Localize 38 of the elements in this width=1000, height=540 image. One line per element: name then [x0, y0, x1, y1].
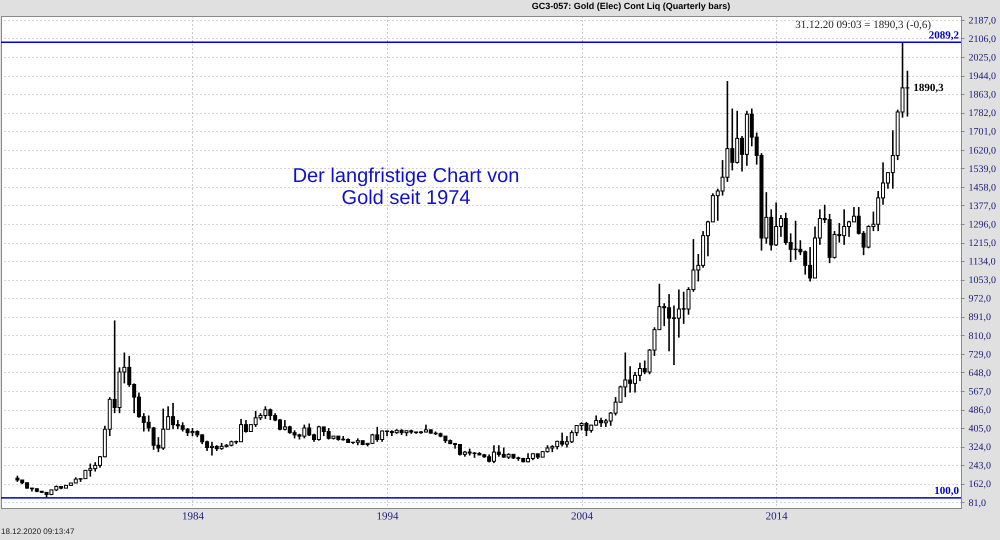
annotation: 31.12.20 09:03 = 1890,3 (-0,6) [795, 19, 932, 31]
ref-line-label: 100,0 [934, 484, 960, 497]
ref-line-label: 2089,2 [928, 29, 960, 42]
y-tick-label: 162,0 [968, 479, 991, 490]
x-tick-label: 2004 [571, 510, 594, 522]
y-tick-label: 1620,0 [968, 145, 996, 156]
y-tick-label: 810,0 [968, 330, 991, 342]
y-tick-label: 2187,0 [968, 15, 996, 26]
y-tick-label: 81,0 [968, 498, 986, 509]
y-tick-label: 1215,0 [968, 238, 996, 250]
y-tick-label: 648,0 [968, 368, 991, 379]
y-tick-label: 486,0 [968, 405, 991, 416]
y-tick-label: 2025,0 [968, 52, 996, 64]
y-tick-label: 1701,0 [968, 126, 996, 138]
y-tick-label: 1782,0 [968, 108, 996, 120]
y-tick-label: 891,0 [968, 312, 991, 324]
y-tick-label: 729,0 [968, 349, 991, 360]
chart-title: GC3-057: Gold (Elec) Cont Liq (Quarterly bars) [532, 0, 730, 11]
y-tick-label: 1053,0 [968, 275, 996, 286]
y-tick-label: 1134,0 [968, 256, 996, 268]
x-tick-label: 1994 [376, 510, 400, 522]
x-tick-label: 2014 [766, 510, 788, 522]
y-tick-label: 405,0 [968, 424, 991, 435]
x-tick-label: 1984 [182, 510, 204, 522]
y-tick-label: 243,0 [968, 460, 991, 472]
y-tick-label: 2106,0 [968, 34, 996, 45]
text: 18.12.2020 09:13:47 [1, 527, 75, 536]
y-tick-label: 1296,0 [968, 219, 996, 230]
y-tick-label: 972,0 [968, 294, 991, 305]
y-tick-label: 324,0 [968, 442, 991, 454]
y-tick-label: 567,0 [968, 386, 991, 398]
y-tick-label: 1944,0 [968, 71, 996, 82]
annotation: Der langfristige Chart von Gold seit 1974 [292, 165, 520, 209]
y-tick-label: 1458,0 [968, 182, 996, 194]
annotation: 1890,3 [913, 82, 944, 94]
y-tick-label: 1377,0 [968, 200, 996, 212]
y-tick-label: 1863,0 [968, 90, 996, 101]
y-tick-label: 1539,0 [968, 164, 996, 175]
